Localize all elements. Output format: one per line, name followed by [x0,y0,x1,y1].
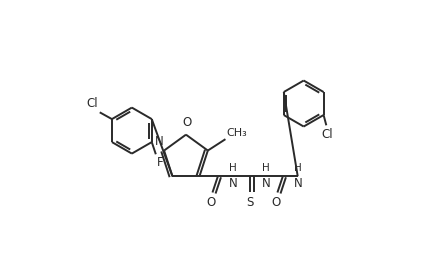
Text: Cl: Cl [86,97,97,110]
Text: H: H [295,163,302,173]
Text: S: S [247,196,254,209]
Text: CH₃: CH₃ [227,128,247,138]
Text: N: N [261,177,270,190]
Text: O: O [271,196,281,209]
Text: H: H [230,163,237,173]
Text: O: O [206,196,216,209]
Text: O: O [183,116,192,129]
Text: F: F [157,156,164,169]
Text: H: H [262,163,270,173]
Text: N: N [155,135,164,148]
Text: N: N [229,177,238,190]
Text: Cl: Cl [321,128,333,141]
Text: N: N [294,177,303,190]
